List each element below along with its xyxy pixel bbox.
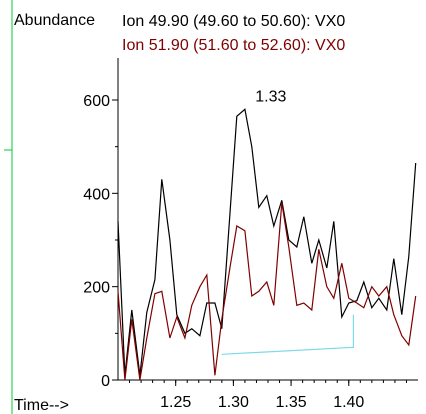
x-tick-label: 1.40 <box>333 394 364 411</box>
y-axis-label: Abundance <box>14 12 95 29</box>
series-line-1 <box>117 108 417 376</box>
series-line-2 <box>117 202 417 381</box>
y-tick-label: 400 <box>83 186 110 203</box>
x-axis-label: Time--> <box>14 397 69 414</box>
y-tick-label: 200 <box>83 280 110 297</box>
x-tick-label: 1.25 <box>160 394 191 411</box>
y-tick-label: 600 <box>83 93 110 110</box>
legend-entry-series-2: Ion 51.90 (51.60 to 52.60): VX0 <box>122 37 345 54</box>
annotation-layer: 1.33 <box>255 88 286 105</box>
series-line-3 <box>221 314 354 355</box>
legend-entry-series-1: Ion 49.90 (49.60 to 50.60): VX0 <box>122 13 345 30</box>
y-tick-label: 0 <box>101 373 110 390</box>
x-tick-label: 1.35 <box>276 394 307 411</box>
axes: 0 200 400 600 1.25 1.30 1.35 1.40 <box>83 58 418 411</box>
series-layer <box>117 108 417 381</box>
x-tick-label: 1.30 <box>218 394 249 411</box>
peak-annotation: 1.33 <box>255 88 286 105</box>
